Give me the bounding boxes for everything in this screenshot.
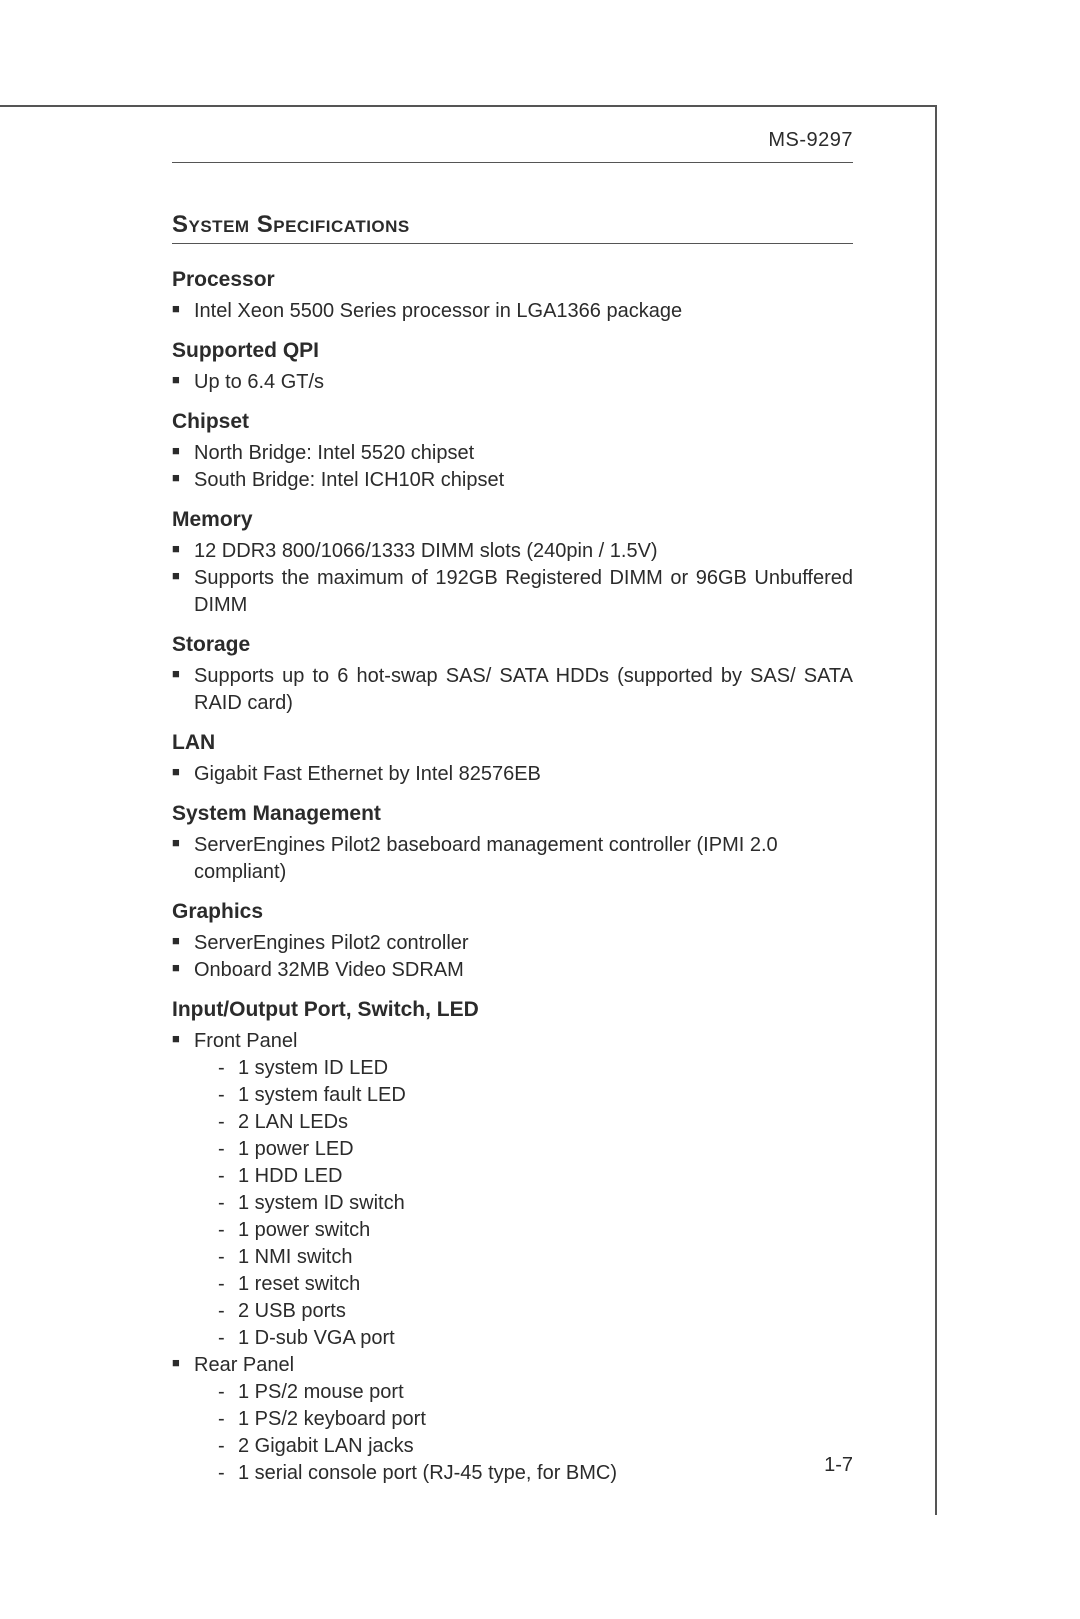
list-lan: Gigabit Fast Ethernet by Intel 82576EB — [172, 761, 853, 788]
section-heading-processor: Processor — [172, 268, 853, 292]
list-item: Gigabit Fast Ethernet by Intel 82576EB — [172, 761, 853, 788]
list-item: South Bridge: Intel ICH10R chipset — [172, 467, 853, 494]
list-item: 1 power switch — [194, 1217, 853, 1244]
section-heading-qpi: Supported QPI — [172, 339, 853, 363]
list-item: 2 USB ports — [194, 1298, 853, 1325]
section-heading-chipset: Chipset — [172, 410, 853, 434]
section-heading-lan: LAN — [172, 731, 853, 755]
list-item: 1 PS/2 mouse port — [194, 1379, 853, 1406]
io-group-label: Rear Panel — [194, 1354, 294, 1376]
list-item: 1 D-sub VGA port — [194, 1325, 853, 1352]
list-item: ServerEngines Pilot2 baseboard managemen… — [172, 832, 853, 886]
list-storage: Supports up to 6 hot-swap SAS/ SATA HDDs… — [172, 663, 853, 717]
page-number: 1-7 — [824, 1454, 853, 1477]
list-item: 1 system ID switch — [194, 1190, 853, 1217]
list-item: 2 LAN LEDs — [194, 1109, 853, 1136]
list-item: Rear Panel 1 PS/2 mouse port 1 PS/2 keyb… — [172, 1352, 853, 1487]
list-chipset: North Bridge: Intel 5520 chipset South B… — [172, 440, 853, 494]
list-item: North Bridge: Intel 5520 chipset — [172, 440, 853, 467]
section-heading-sysmgmt: System Management — [172, 802, 853, 826]
list-item: 1 NMI switch — [194, 1244, 853, 1271]
section-heading-storage: Storage — [172, 633, 853, 657]
io-group-label: Front Panel — [194, 1030, 297, 1052]
list-item: Supports the maximum of 192GB Registered… — [172, 565, 853, 619]
list-item: 1 serial console port (RJ-45 type, for B… — [194, 1460, 853, 1487]
list-sysmgmt: ServerEngines Pilot2 baseboard managemen… — [172, 832, 853, 886]
sublist-rear-panel: 1 PS/2 mouse port 1 PS/2 keyboard port 2… — [194, 1379, 853, 1487]
list-item: Up to 6.4 GT/s — [172, 369, 853, 396]
list-item: 12 DDR3 800/1066/1333 DIMM slots (240pin… — [172, 538, 853, 565]
list-item: 1 reset switch — [194, 1271, 853, 1298]
list-graphics: ServerEngines Pilot2 controller Onboard … — [172, 930, 853, 984]
list-item: 2 Gigabit LAN jacks — [194, 1433, 853, 1460]
list-item: Onboard 32MB Video SDRAM — [172, 957, 853, 984]
section-heading-memory: Memory — [172, 508, 853, 532]
list-io: Front Panel 1 system ID LED 1 system fau… — [172, 1028, 853, 1487]
section-heading-io: Input/Output Port, Switch, LED — [172, 998, 853, 1022]
list-qpi: Up to 6.4 GT/s — [172, 369, 853, 396]
list-item: 1 HDD LED — [194, 1163, 853, 1190]
list-item: Front Panel 1 system ID LED 1 system fau… — [172, 1028, 853, 1352]
page-title: System Specifications — [172, 211, 853, 244]
sublist-front-panel: 1 system ID LED 1 system fault LED 2 LAN… — [194, 1055, 853, 1352]
section-heading-graphics: Graphics — [172, 900, 853, 924]
list-processor: Intel Xeon 5500 Series processor in LGA1… — [172, 298, 853, 325]
list-item: Intel Xeon 5500 Series processor in LGA1… — [172, 298, 853, 325]
page-frame: MS-9297 System Specifications Processor … — [0, 105, 937, 1515]
list-item: 1 system fault LED — [194, 1082, 853, 1109]
list-item: ServerEngines Pilot2 controller — [172, 930, 853, 957]
list-item: 1 power LED — [194, 1136, 853, 1163]
list-item: Supports up to 6 hot-swap SAS/ SATA HDDs… — [172, 663, 853, 717]
list-memory: 12 DDR3 800/1066/1333 DIMM slots (240pin… — [172, 538, 853, 619]
list-item: 1 PS/2 keyboard port — [194, 1406, 853, 1433]
list-item: 1 system ID LED — [194, 1055, 853, 1082]
header-model: MS-9297 — [172, 129, 853, 163]
